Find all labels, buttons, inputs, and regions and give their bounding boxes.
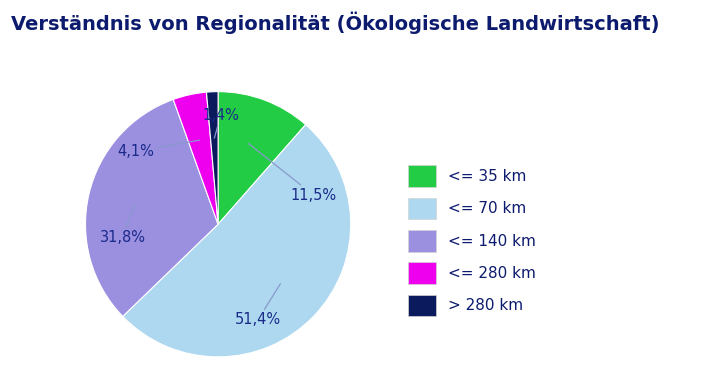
Text: 4,1%: 4,1% (118, 140, 200, 159)
Text: 31,8%: 31,8% (100, 205, 145, 245)
Legend: <= 35 km, <= 70 km, <= 140 km, <= 280 km, > 280 km: <= 35 km, <= 70 km, <= 140 km, <= 280 km… (408, 165, 536, 316)
Text: 11,5%: 11,5% (249, 144, 337, 202)
Wedge shape (86, 99, 218, 316)
Text: 1,4%: 1,4% (202, 108, 239, 138)
Wedge shape (173, 92, 218, 224)
Wedge shape (218, 92, 305, 224)
Wedge shape (206, 92, 218, 224)
Wedge shape (123, 125, 350, 357)
Text: 51,4%: 51,4% (235, 284, 281, 327)
Text: Verständnis von Regionalität (Ökologische Landwirtschaft): Verständnis von Regionalität (Ökologisch… (11, 12, 659, 34)
